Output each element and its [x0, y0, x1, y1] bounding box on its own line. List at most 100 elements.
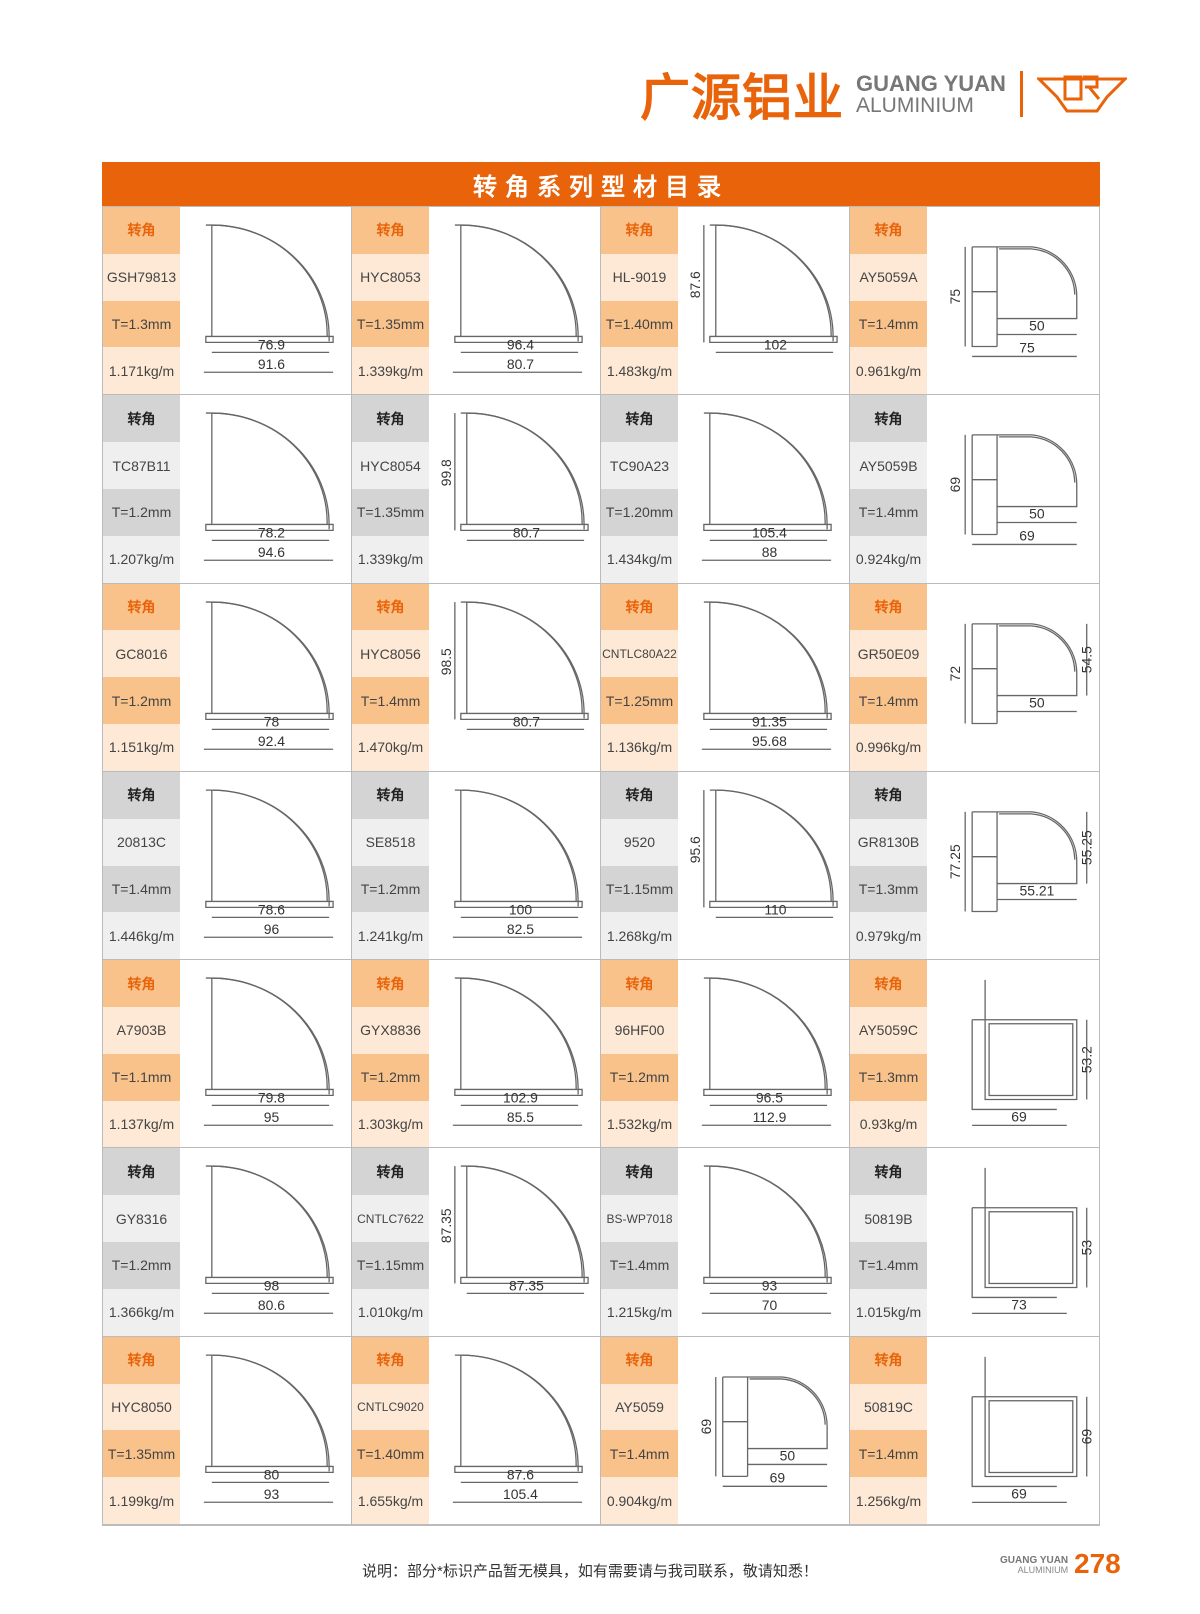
dimension-horizontal-1: 102 [764, 336, 787, 352]
page-number: 278 [1074, 1548, 1121, 1579]
profile-code: GR50E09 [850, 630, 927, 678]
dimension-horizontal-2: 75 [1019, 339, 1035, 355]
profile-cell: 转角 CNTLC80A22 T=1.25mm 1.136kg/m 91.35 95.68 [601, 583, 850, 772]
profile-thickness: T=1.4mm [850, 677, 927, 725]
dimension-vertical: 95.6 [687, 836, 703, 863]
dimension-horizontal-2: 91.6 [258, 356, 285, 372]
profile-section-diagram: 102.9 85.5 [452, 977, 583, 1127]
profile-outline [971, 980, 1078, 1111]
dimension-horizontal-2: 85.5 [507, 1109, 534, 1125]
profile-weight: 1.339kg/m [352, 535, 429, 583]
profile-thickness: T=1.20mm [601, 488, 678, 536]
profile-drawing: 72 54.5 50 [927, 584, 1099, 771]
brand-en-line2: ALUMINIUM [856, 93, 974, 117]
profile-drawing: 91.35 95.68 [678, 584, 849, 771]
profile-inner-arc [212, 789, 328, 902]
profile-category: 转角 [103, 1336, 180, 1384]
profile-weight: 1.366kg/m [103, 1288, 180, 1336]
profile-weight: 1.256kg/m [850, 1477, 927, 1525]
profile-category: 转角 [850, 1148, 927, 1196]
dimension-vertical: 98.5 [438, 648, 454, 675]
profile-cell: 转角 HYC8056 T=1.4mm 1.470kg/m 98.5 80.7 [352, 583, 601, 772]
dimension-horizontal-1: 105.4 [752, 525, 787, 541]
brand-name-en: GUANG YUAN ALUMINIUM [856, 72, 1006, 117]
profile-section-diagram: 78.2 94.6 [203, 412, 334, 562]
dimension-vertical: 87.6 [687, 271, 703, 298]
footer-brand: GUANG YUAN ALUMINIUM [1000, 1556, 1068, 1575]
profile-inner-arc [710, 600, 826, 714]
profile-drawing: 53 73 [927, 1148, 1099, 1335]
profile-weight: 1.532kg/m [601, 1100, 678, 1148]
profile-thickness: T=1.2mm [352, 1053, 429, 1101]
profile-drawing: 87.6 105.4 [429, 1337, 600, 1524]
profile-code: GSH79813 [103, 253, 180, 301]
profile-info: 转角 CNTLC80A22 T=1.25mm 1.136kg/m [601, 583, 678, 771]
profile-inner-arc [716, 224, 832, 337]
profile-info: 转角 HYC8054 T=1.35mm 1.339kg/m [352, 395, 429, 583]
profile-category: 转角 [352, 207, 429, 254]
profile-inner-arc [212, 412, 328, 525]
profile-thickness: T=1.40mm [601, 300, 678, 348]
profile-cell: 转角 9520 T=1.15mm 1.268kg/m 95.6 110 [601, 771, 850, 961]
dimension-vertical: 53 [1079, 1240, 1095, 1256]
dimension-horizontal-1: 76.9 [258, 336, 285, 352]
profile-info: 转角 96HF00 T=1.2mm 1.532kg/m [601, 960, 678, 1148]
profile-drawing: 105.4 88 [678, 395, 849, 582]
profile-weight: 1.151kg/m [103, 724, 180, 771]
profile-weight: 1.136kg/m [601, 724, 678, 771]
profile-info: 转角 HYC8053 T=1.35mm 1.339kg/m [352, 207, 429, 395]
profile-weight: 1.010kg/m [352, 1288, 429, 1336]
profile-inner-arc [710, 1165, 826, 1278]
profile-code: BS-WP7018 [601, 1195, 678, 1243]
dimension-horizontal-1: 80 [264, 1466, 280, 1482]
profile-weight: 1.434kg/m [601, 535, 678, 583]
profile-thickness: T=1.15mm [601, 865, 678, 913]
profile-drawing: 53.2 69 [927, 960, 1099, 1147]
profile-cell: 转角 GR50E09 T=1.4mm 0.996kg/m 72 54.5 50 [850, 583, 1099, 772]
profile-category: 转角 [601, 395, 678, 443]
profile-cell: 转角 TC90A23 T=1.20mm 1.434kg/m 105.4 88 [601, 395, 850, 584]
dimension-vertical: 75 [947, 289, 963, 305]
profile-outline [971, 1168, 1078, 1299]
profile-cell: 转角 AY5059C T=1.3mm 0.93kg/m 53.2 69 [850, 960, 1099, 1149]
profile-category: 转角 [352, 1336, 429, 1384]
profile-thickness: T=1.2mm [103, 488, 180, 536]
profile-info: 转角 GY8316 T=1.2mm 1.366kg/m [103, 1148, 180, 1336]
profile-code: CNTLC80A22 [601, 630, 678, 678]
dimension-horizontal-1: 110 [764, 901, 786, 917]
profile-info: 转角 A7903B T=1.1mm 1.137kg/m [103, 960, 180, 1148]
profile-section-diagram: 95.6 110 [687, 789, 838, 918]
profile-thickness: T=1.4mm [850, 488, 927, 536]
profile-cell: 转角 96HF00 T=1.2mm 1.532kg/m 96.5 112.9 [601, 960, 850, 1149]
logo-divider [1019, 71, 1023, 117]
profile-section-diagram: 69 69 [971, 1356, 1095, 1503]
profile-section-diagram: 76.9 91.6 [203, 224, 334, 373]
profile-thickness: T=1.2mm [103, 1242, 180, 1289]
profile-inner-arc [461, 1354, 577, 1467]
dimension-horizontal-1: 91.35 [752, 713, 787, 729]
dimension-horizontal-1: 80.7 [513, 713, 540, 729]
profile-info: 转角 HYC8056 T=1.4mm 1.470kg/m [352, 583, 429, 771]
profile-code: 50819C [850, 1383, 927, 1431]
profile-code: GC8016 [103, 630, 180, 678]
profile-info: 转角 GSH79813 T=1.3mm 1.171kg/m [103, 207, 180, 395]
profile-weight: 1.241kg/m [352, 912, 429, 960]
dimension-horizontal-2: 93 [264, 1486, 280, 1502]
profile-code: TC87B11 [103, 442, 180, 489]
profile-inner-arc [999, 624, 1076, 672]
profile-code: 50819B [850, 1195, 927, 1243]
profile-cell: 转角 HL-9019 T=1.40mm 1.483kg/m 87.6 102 [601, 207, 850, 396]
profile-code: 20813C [103, 818, 180, 866]
profile-thickness: T=1.2mm [103, 677, 180, 725]
dimension-horizontal-1: 78.6 [258, 901, 285, 917]
profile-info: 转角 50819C T=1.4mm 1.256kg/m [850, 1336, 927, 1525]
profile-drawing: 75 50 75 [927, 207, 1099, 394]
profile-section-diagram: 98 80.6 [203, 1165, 334, 1315]
profile-weight: 0.904kg/m [601, 1477, 678, 1525]
profile-drawing: 69 50 69 [678, 1337, 849, 1524]
profile-cell: 转角 CNTLC7622 T=1.15mm 1.010kg/m 87.35 87.35 [352, 1148, 601, 1337]
profile-weight: 1.483kg/m [601, 347, 678, 395]
profile-drawing: 78.6 96 [180, 772, 351, 959]
profile-category: 转角 [601, 1148, 678, 1196]
profile-info: 转角 GR50E09 T=1.4mm 0.996kg/m [850, 583, 927, 771]
